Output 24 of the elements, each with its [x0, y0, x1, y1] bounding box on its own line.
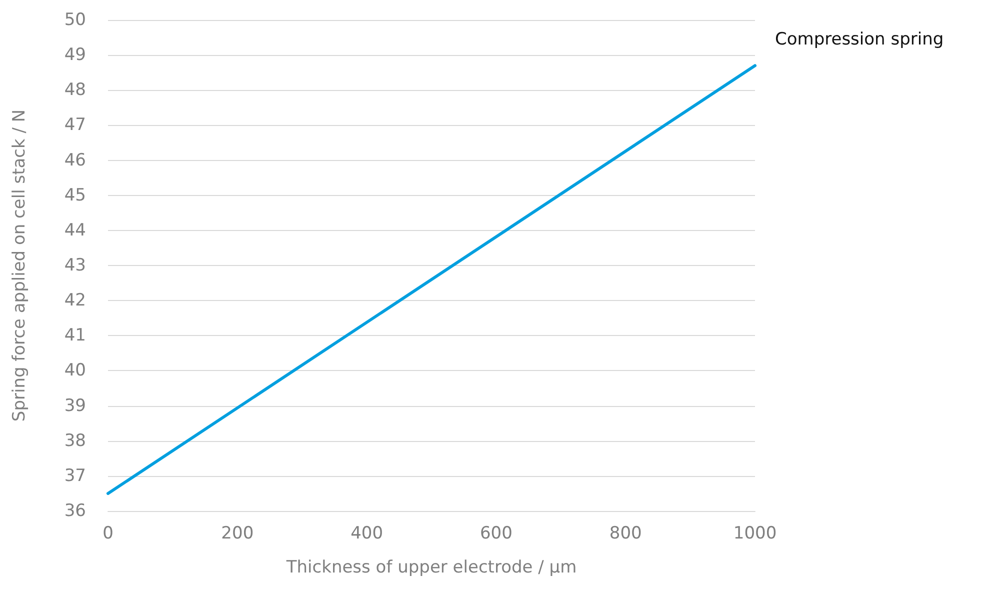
y-tick-label: 48: [64, 80, 86, 100]
x-tick-label: 800: [609, 524, 642, 544]
y-tick-label: 37: [64, 466, 86, 486]
x-tick-label: 400: [350, 524, 384, 544]
y-tick-label: 42: [64, 290, 86, 311]
series-label: Compression spring: [775, 30, 944, 50]
y-tick-label: 40: [64, 360, 86, 381]
y-tick-label: 47: [64, 115, 86, 136]
x-tick-label: 1000: [733, 524, 777, 544]
y-tick-label: 38: [64, 430, 86, 451]
y-tick-label: 41: [64, 326, 86, 346]
y-tick-label: 46: [64, 150, 86, 170]
y-tick-label: 49: [64, 45, 86, 66]
y-tick-label: 43: [64, 256, 86, 276]
x-axis-title: Thickness of upper electrode / µm: [285, 558, 577, 578]
y-tick-label: 45: [64, 185, 86, 206]
x-tick-label: 0: [102, 524, 114, 544]
x-tick-label: 600: [480, 524, 512, 544]
y-tick-label: 44: [64, 220, 86, 240]
y-axis-title: Spring force applied on cell stack / N: [10, 109, 30, 422]
y-tick-label: 50: [64, 10, 86, 30]
y-tick-label: 39: [64, 396, 86, 416]
x-tick-label: 200: [221, 524, 254, 544]
y-tick-label: 36: [64, 501, 86, 521]
